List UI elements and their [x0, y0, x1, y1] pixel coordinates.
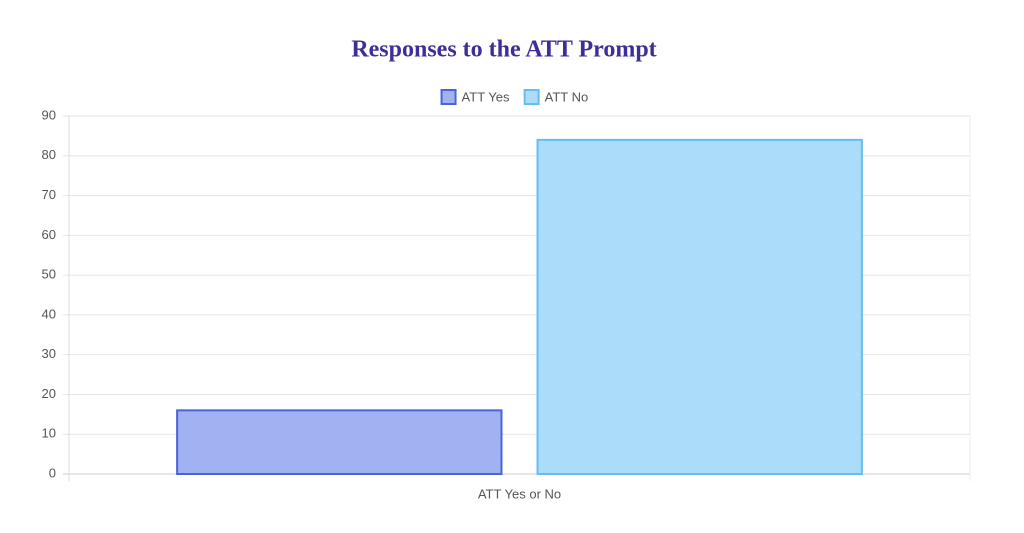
x-tick-label: ATT Yes or No [478, 486, 561, 501]
bar [176, 409, 503, 476]
legend-label: ATT No [545, 89, 589, 104]
y-tick-label: 80 [42, 147, 56, 162]
legend-swatch [440, 89, 457, 105]
y-tick-label: 70 [42, 187, 56, 202]
y-tick-label: 30 [42, 346, 56, 361]
y-tick-label: 50 [42, 267, 56, 282]
y-tick-label: 10 [42, 426, 56, 441]
legend-label: ATT Yes [462, 89, 510, 104]
chart-title: Responses to the ATT Prompt [351, 37, 656, 63]
y-tick-label: 40 [42, 306, 56, 321]
y-tick-label: 60 [42, 227, 56, 242]
bar [536, 138, 863, 475]
legend-swatch [523, 89, 540, 105]
y-tick-label: 0 [49, 465, 56, 480]
y-tick-label: 90 [42, 107, 56, 122]
y-tick-label: 20 [42, 386, 56, 401]
